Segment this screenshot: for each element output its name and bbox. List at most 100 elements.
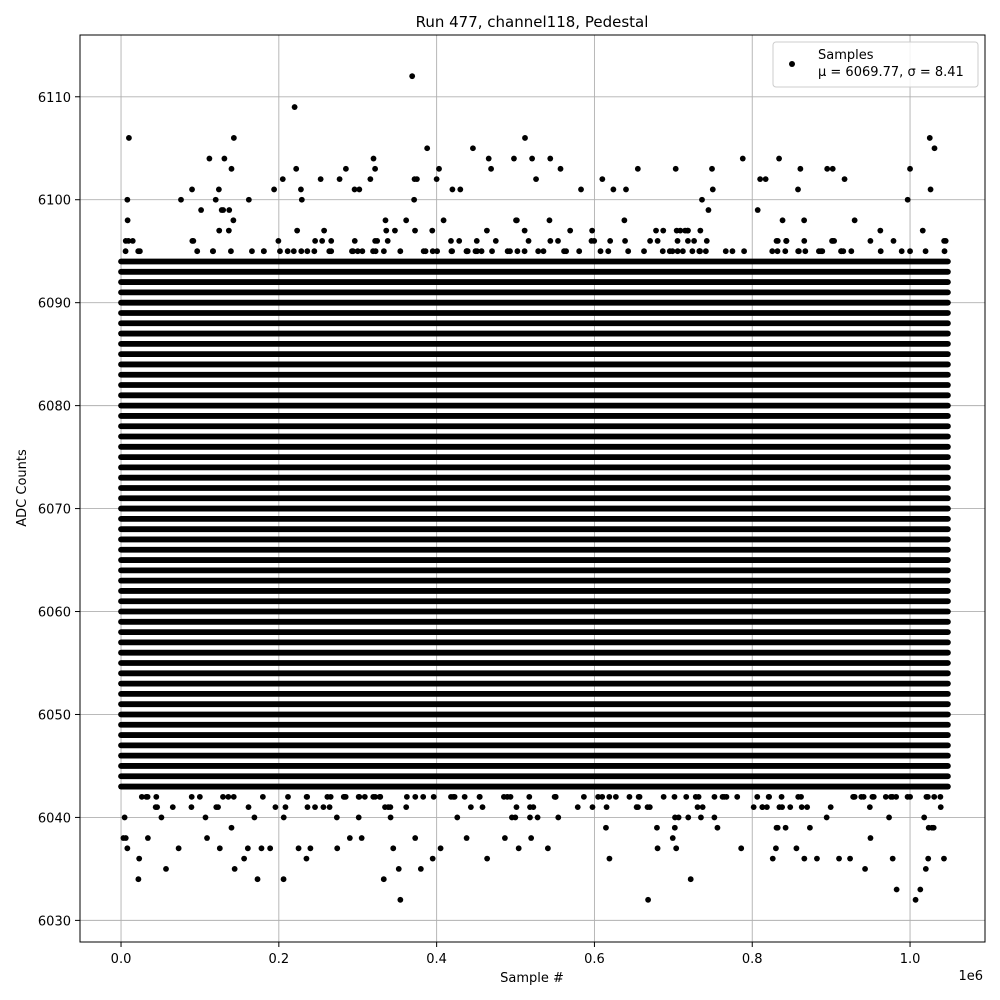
outlier-point	[307, 845, 314, 852]
sample-point	[782, 824, 789, 831]
sample-point	[326, 804, 333, 811]
sample-point	[774, 248, 781, 255]
outlier-points	[120, 73, 947, 903]
sample-point	[216, 845, 223, 852]
sample-point	[525, 238, 532, 244]
sample-point	[685, 814, 692, 821]
outlier-point	[533, 176, 539, 183]
outlier-point	[293, 165, 300, 172]
sample-point	[430, 793, 437, 800]
sample-point	[930, 824, 937, 831]
sample-point	[698, 814, 704, 821]
sample-point	[282, 804, 289, 811]
outlier-point	[298, 186, 304, 193]
sample-point	[798, 804, 805, 811]
sample-point	[275, 238, 282, 244]
sample-point	[354, 248, 361, 255]
sample-point	[290, 248, 297, 255]
sample-point	[228, 248, 234, 255]
sample-point	[512, 814, 519, 821]
sample-point	[220, 207, 227, 213]
outlier-point	[829, 165, 836, 172]
sample-point	[225, 227, 232, 234]
sample-point	[463, 248, 470, 255]
sample-point	[372, 793, 379, 800]
sample-point	[194, 248, 201, 255]
sample-point	[403, 804, 410, 811]
outlier-point	[295, 845, 302, 852]
legend-stats: μ = 6069.77, σ = 8.41	[818, 65, 964, 80]
sample-point	[412, 793, 419, 800]
sample-point	[621, 217, 628, 224]
sample-point	[660, 793, 667, 800]
sample-point	[535, 248, 542, 255]
sample-point	[591, 238, 598, 244]
sample-point	[599, 793, 606, 800]
sample-point	[209, 248, 216, 255]
sample-point	[848, 248, 855, 255]
sample-point	[671, 793, 678, 800]
outlier-point	[271, 186, 277, 193]
y-tick-label: 6110	[38, 91, 71, 106]
sample-point	[226, 207, 233, 213]
sample-point	[479, 804, 486, 811]
sample-point	[635, 793, 642, 800]
outlier-point	[529, 155, 536, 162]
outlier-point	[230, 135, 237, 141]
sample-point	[654, 238, 661, 244]
sample-point	[669, 835, 676, 841]
sample-point	[741, 248, 747, 255]
outlier-point	[931, 145, 938, 152]
sample-point	[473, 238, 480, 244]
sample-point	[931, 793, 938, 800]
outlier-point	[342, 165, 349, 172]
sample-point	[563, 248, 569, 255]
sample-point	[626, 793, 633, 800]
outlier-point	[163, 866, 169, 872]
outlier-point	[346, 835, 353, 841]
sample-point	[327, 793, 334, 800]
outlier-point	[370, 155, 377, 162]
sample-point	[158, 814, 165, 821]
sample-point	[294, 227, 301, 234]
sample-point	[937, 804, 944, 811]
sample-point	[674, 238, 681, 244]
sample-point	[653, 227, 659, 234]
sample-point	[869, 793, 876, 800]
outlier-point	[623, 186, 629, 193]
sample-point	[312, 238, 319, 244]
outlier-point	[557, 165, 564, 172]
sample-point	[555, 814, 562, 821]
outlier-point	[687, 876, 694, 883]
sample-point	[660, 227, 667, 234]
sample-point	[787, 804, 794, 811]
sample-point	[311, 248, 318, 255]
sample-point	[361, 793, 368, 800]
sample-point	[827, 804, 834, 811]
outlier-point	[212, 196, 219, 203]
outlier-point	[904, 196, 911, 203]
outlier-point	[488, 165, 494, 172]
outlier-point	[645, 896, 651, 903]
outlier-point	[380, 876, 387, 883]
sample-point	[893, 793, 900, 800]
y-tick-label: 6060	[38, 606, 71, 621]
outlier-point	[634, 165, 641, 172]
sample-point	[319, 238, 326, 244]
outlier-point	[291, 104, 298, 110]
sample-point	[526, 793, 533, 800]
sample-point	[350, 248, 356, 255]
sample-point	[555, 238, 561, 244]
outlier-point	[254, 876, 261, 883]
sample-point	[795, 248, 802, 255]
outlier-point	[135, 876, 142, 883]
legend-marker	[789, 61, 795, 67]
outlier-point	[941, 855, 947, 862]
sample-point	[403, 217, 410, 224]
outlier-point	[397, 896, 404, 903]
sample-point	[699, 804, 706, 811]
outlier-point	[206, 155, 213, 162]
sample-point	[925, 824, 932, 831]
legend-series-name: Samples	[818, 48, 874, 63]
outlier-point	[424, 145, 431, 152]
